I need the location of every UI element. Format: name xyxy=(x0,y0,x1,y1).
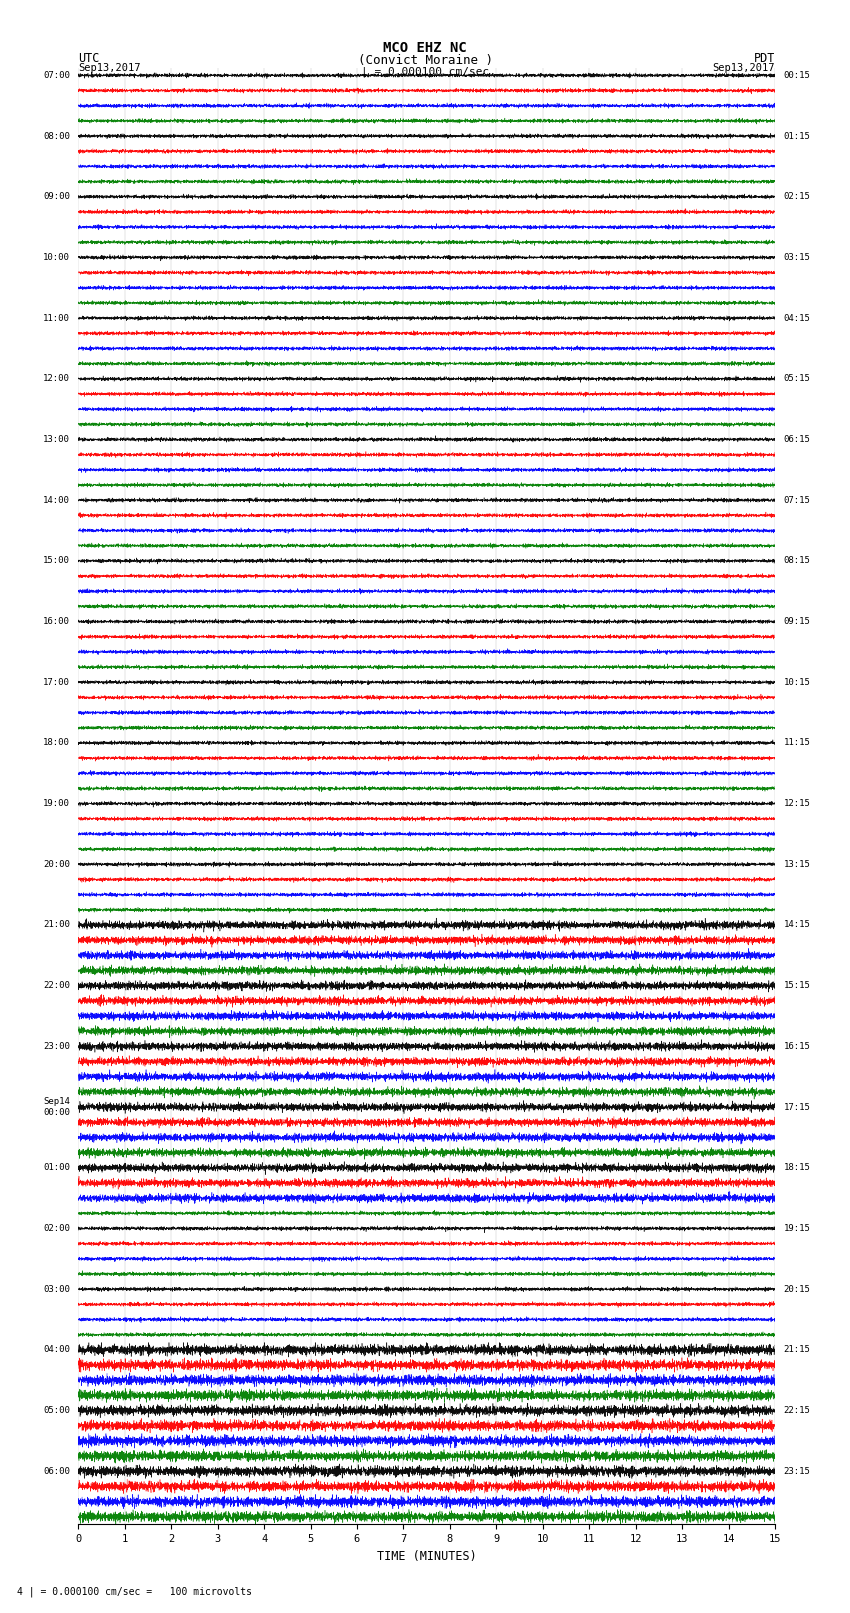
Text: 05:15: 05:15 xyxy=(784,374,810,384)
Text: 12:15: 12:15 xyxy=(784,798,810,808)
Text: 10:00: 10:00 xyxy=(43,253,70,261)
Text: 13:00: 13:00 xyxy=(43,436,70,444)
Text: 09:15: 09:15 xyxy=(784,618,810,626)
Text: 18:15: 18:15 xyxy=(784,1163,810,1173)
Text: 08:00: 08:00 xyxy=(43,132,70,140)
Text: 11:15: 11:15 xyxy=(784,739,810,747)
Text: 15:00: 15:00 xyxy=(43,556,70,565)
Text: 19:00: 19:00 xyxy=(43,798,70,808)
Text: MCO EHZ NC: MCO EHZ NC xyxy=(383,40,467,55)
Text: 21:15: 21:15 xyxy=(784,1345,810,1355)
Text: Sep13,2017: Sep13,2017 xyxy=(78,63,141,73)
Text: 17:15: 17:15 xyxy=(784,1103,810,1111)
Text: 00:15: 00:15 xyxy=(784,71,810,79)
Text: 09:00: 09:00 xyxy=(43,192,70,202)
Text: (Convict Moraine ): (Convict Moraine ) xyxy=(358,53,492,68)
Text: 23:15: 23:15 xyxy=(784,1466,810,1476)
Text: 22:15: 22:15 xyxy=(784,1407,810,1415)
Text: 18:00: 18:00 xyxy=(43,739,70,747)
Text: 03:00: 03:00 xyxy=(43,1284,70,1294)
Text: | = 0.000100 cm/sec: | = 0.000100 cm/sec xyxy=(361,66,489,77)
Text: 17:00: 17:00 xyxy=(43,677,70,687)
Text: 19:15: 19:15 xyxy=(784,1224,810,1232)
Text: 21:00: 21:00 xyxy=(43,921,70,929)
Text: 01:00: 01:00 xyxy=(43,1163,70,1173)
Text: PDT: PDT xyxy=(754,52,775,65)
Text: 03:15: 03:15 xyxy=(784,253,810,261)
Text: 20:00: 20:00 xyxy=(43,860,70,869)
Text: 07:00: 07:00 xyxy=(43,71,70,79)
Text: 22:00: 22:00 xyxy=(43,981,70,990)
Text: 13:15: 13:15 xyxy=(784,860,810,869)
Text: 11:00: 11:00 xyxy=(43,313,70,323)
Text: 14:15: 14:15 xyxy=(784,921,810,929)
Text: 20:15: 20:15 xyxy=(784,1284,810,1294)
Text: Sep13,2017: Sep13,2017 xyxy=(712,63,775,73)
Text: 01:15: 01:15 xyxy=(784,132,810,140)
Text: 07:15: 07:15 xyxy=(784,495,810,505)
Text: 04:00: 04:00 xyxy=(43,1345,70,1355)
Text: 04:15: 04:15 xyxy=(784,313,810,323)
X-axis label: TIME (MINUTES): TIME (MINUTES) xyxy=(377,1550,477,1563)
Text: UTC: UTC xyxy=(78,52,99,65)
Text: 06:15: 06:15 xyxy=(784,436,810,444)
Text: 15:15: 15:15 xyxy=(784,981,810,990)
Text: 06:00: 06:00 xyxy=(43,1466,70,1476)
Text: 02:15: 02:15 xyxy=(784,192,810,202)
Text: 08:15: 08:15 xyxy=(784,556,810,565)
Text: 02:00: 02:00 xyxy=(43,1224,70,1232)
Text: 4 | = 0.000100 cm/sec =   100 microvolts: 4 | = 0.000100 cm/sec = 100 microvolts xyxy=(17,1586,252,1597)
Text: 05:00: 05:00 xyxy=(43,1407,70,1415)
Text: 16:00: 16:00 xyxy=(43,618,70,626)
Text: Sep14
00:00: Sep14 00:00 xyxy=(43,1097,70,1116)
Text: 10:15: 10:15 xyxy=(784,677,810,687)
Text: 14:00: 14:00 xyxy=(43,495,70,505)
Text: 16:15: 16:15 xyxy=(784,1042,810,1050)
Text: 23:00: 23:00 xyxy=(43,1042,70,1050)
Text: 12:00: 12:00 xyxy=(43,374,70,384)
